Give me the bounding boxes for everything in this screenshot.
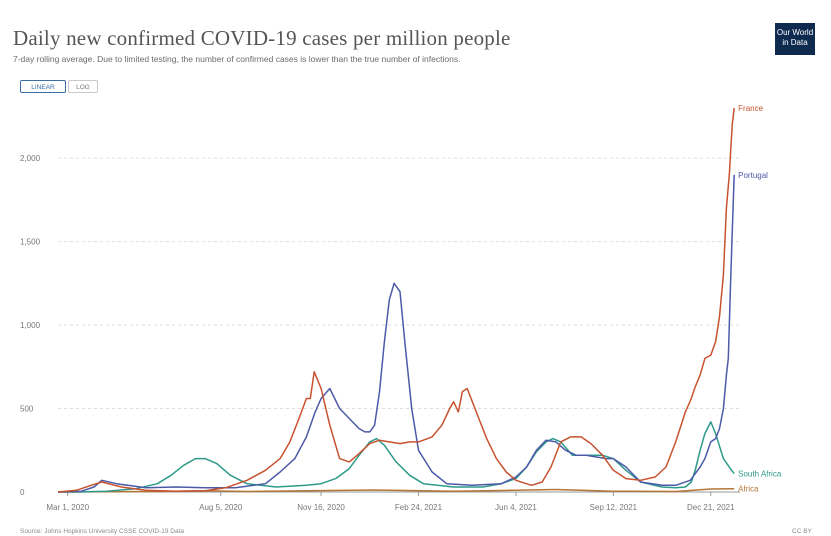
x-tick-label: Sep 12, 2021 — [590, 503, 638, 512]
chart-title: Daily new confirmed COVID-19 cases per m… — [13, 26, 511, 50]
y-tick-label: 2,000 — [20, 154, 41, 163]
y-tick-label: 1,000 — [20, 321, 41, 330]
series-line-france[interactable] — [57, 107, 735, 493]
series-label-africa: Africa — [738, 485, 759, 494]
x-tick-label: Aug 5, 2020 — [199, 503, 243, 512]
series-label-south-africa: South Africa — [738, 470, 782, 479]
series-line-portugal[interactable] — [57, 174, 735, 493]
linear-scale-toggle[interactable]: LINEAR — [20, 80, 66, 93]
source-note: Source: Johns Hopkins University CSSE CO… — [20, 528, 185, 535]
chart-subtitle: 7-day rolling average. Due to limited te… — [13, 54, 461, 64]
license-note: CC BY — [792, 528, 812, 535]
owid-logo[interactable]: Our World in Data — [775, 23, 815, 55]
x-tick-label: Feb 24, 2021 — [395, 503, 443, 512]
y-tick-label: 1,500 — [20, 238, 41, 247]
x-axis-ticks: Mar 1, 2020 Aug 5, 2020 Nov 16, 2020 Feb 24… — [46, 492, 735, 512]
grid-lines — [58, 157, 740, 410]
series-label-portugal: Portugal — [738, 171, 768, 180]
x-tick-label: Mar 1, 2020 — [46, 503, 89, 512]
y-axis-ticks: 0 500 1,000 1,500 2,000 — [20, 154, 41, 497]
series-lines — [57, 107, 735, 493]
x-tick-label: Jun 4, 2021 — [495, 503, 537, 512]
log-scale-toggle[interactable]: LOG — [68, 80, 98, 93]
x-tick-label: Dec 21, 2021 — [687, 503, 735, 512]
x-tick-label: Nov 16, 2020 — [297, 503, 345, 512]
series-line-south-africa[interactable] — [58, 421, 735, 493]
y-tick-label: 0 — [20, 488, 25, 497]
series-label-france: France — [738, 104, 763, 113]
y-tick-label: 500 — [20, 405, 34, 414]
series-labels: France Portugal South Africa Africa — [738, 104, 782, 494]
